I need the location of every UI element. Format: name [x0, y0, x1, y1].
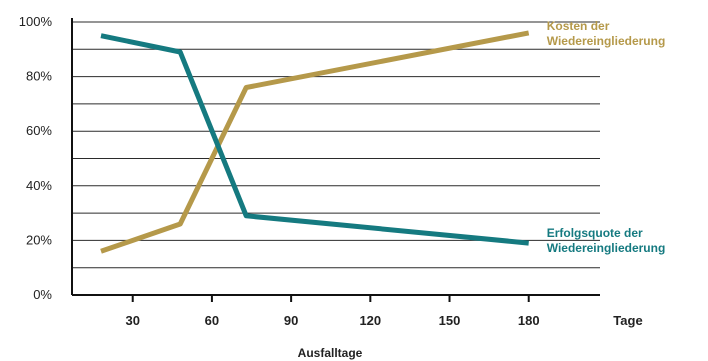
gridlines	[72, 21, 600, 269]
x-tick-label: 120	[359, 313, 381, 328]
y-tick-label: 60%	[26, 123, 52, 138]
series-lines	[100, 30, 530, 254]
x-tick-label: 60	[205, 313, 219, 328]
axes	[71, 18, 600, 302]
x-axis-unit-label: Tage	[613, 313, 642, 328]
y-tick-label: 40%	[26, 178, 52, 193]
series-line-1	[100, 30, 530, 254]
labels: 0% 20% 40% 60% 80% 100% 30 60 90 120 150 180 Kosten …	[19, 14, 666, 328]
x-tick-label: 180	[518, 313, 540, 328]
x-tick-label: 30	[125, 313, 139, 328]
x-tick-label: 90	[284, 313, 298, 328]
series-label-2: Erfolgsquote der Wiedereingliederung	[547, 226, 666, 255]
y-tick-label: 0%	[33, 287, 52, 302]
x-axis-title: Ausfalltage	[298, 346, 363, 360]
x-tick-label: 150	[439, 313, 461, 328]
y-tick-label: 100%	[19, 14, 53, 29]
y-tick-label: 20%	[26, 232, 52, 247]
series-label-1: Kosten der Wiedereingliederung	[547, 19, 666, 48]
y-tick-label: 80%	[26, 69, 52, 84]
series-line-2	[100, 33, 529, 246]
